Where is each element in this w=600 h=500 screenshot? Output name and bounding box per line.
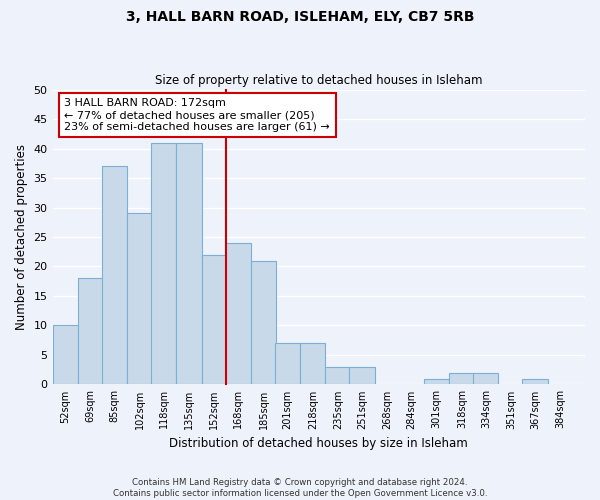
Bar [176, 142, 202, 384]
Bar [151, 142, 176, 384]
Bar [127, 214, 152, 384]
Bar [102, 166, 127, 384]
Bar [275, 343, 300, 384]
Bar [449, 372, 475, 384]
Text: 3 HALL BARN ROAD: 172sqm
← 77% of detached houses are smaller (205)
23% of semi-: 3 HALL BARN ROAD: 172sqm ← 77% of detach… [64, 98, 330, 132]
Bar [226, 243, 251, 384]
Bar [325, 366, 351, 384]
Bar [473, 372, 499, 384]
Bar [78, 278, 103, 384]
X-axis label: Distribution of detached houses by size in Isleham: Distribution of detached houses by size … [169, 437, 468, 450]
Bar [53, 326, 78, 384]
Y-axis label: Number of detached properties: Number of detached properties [15, 144, 28, 330]
Text: 3, HALL BARN ROAD, ISLEHAM, ELY, CB7 5RB: 3, HALL BARN ROAD, ISLEHAM, ELY, CB7 5RB [126, 10, 474, 24]
Title: Size of property relative to detached houses in Isleham: Size of property relative to detached ho… [155, 74, 482, 87]
Bar [349, 366, 375, 384]
Bar [523, 378, 548, 384]
Bar [202, 254, 227, 384]
Bar [251, 260, 276, 384]
Text: Contains HM Land Registry data © Crown copyright and database right 2024.
Contai: Contains HM Land Registry data © Crown c… [113, 478, 487, 498]
Bar [424, 378, 449, 384]
Bar [300, 343, 325, 384]
